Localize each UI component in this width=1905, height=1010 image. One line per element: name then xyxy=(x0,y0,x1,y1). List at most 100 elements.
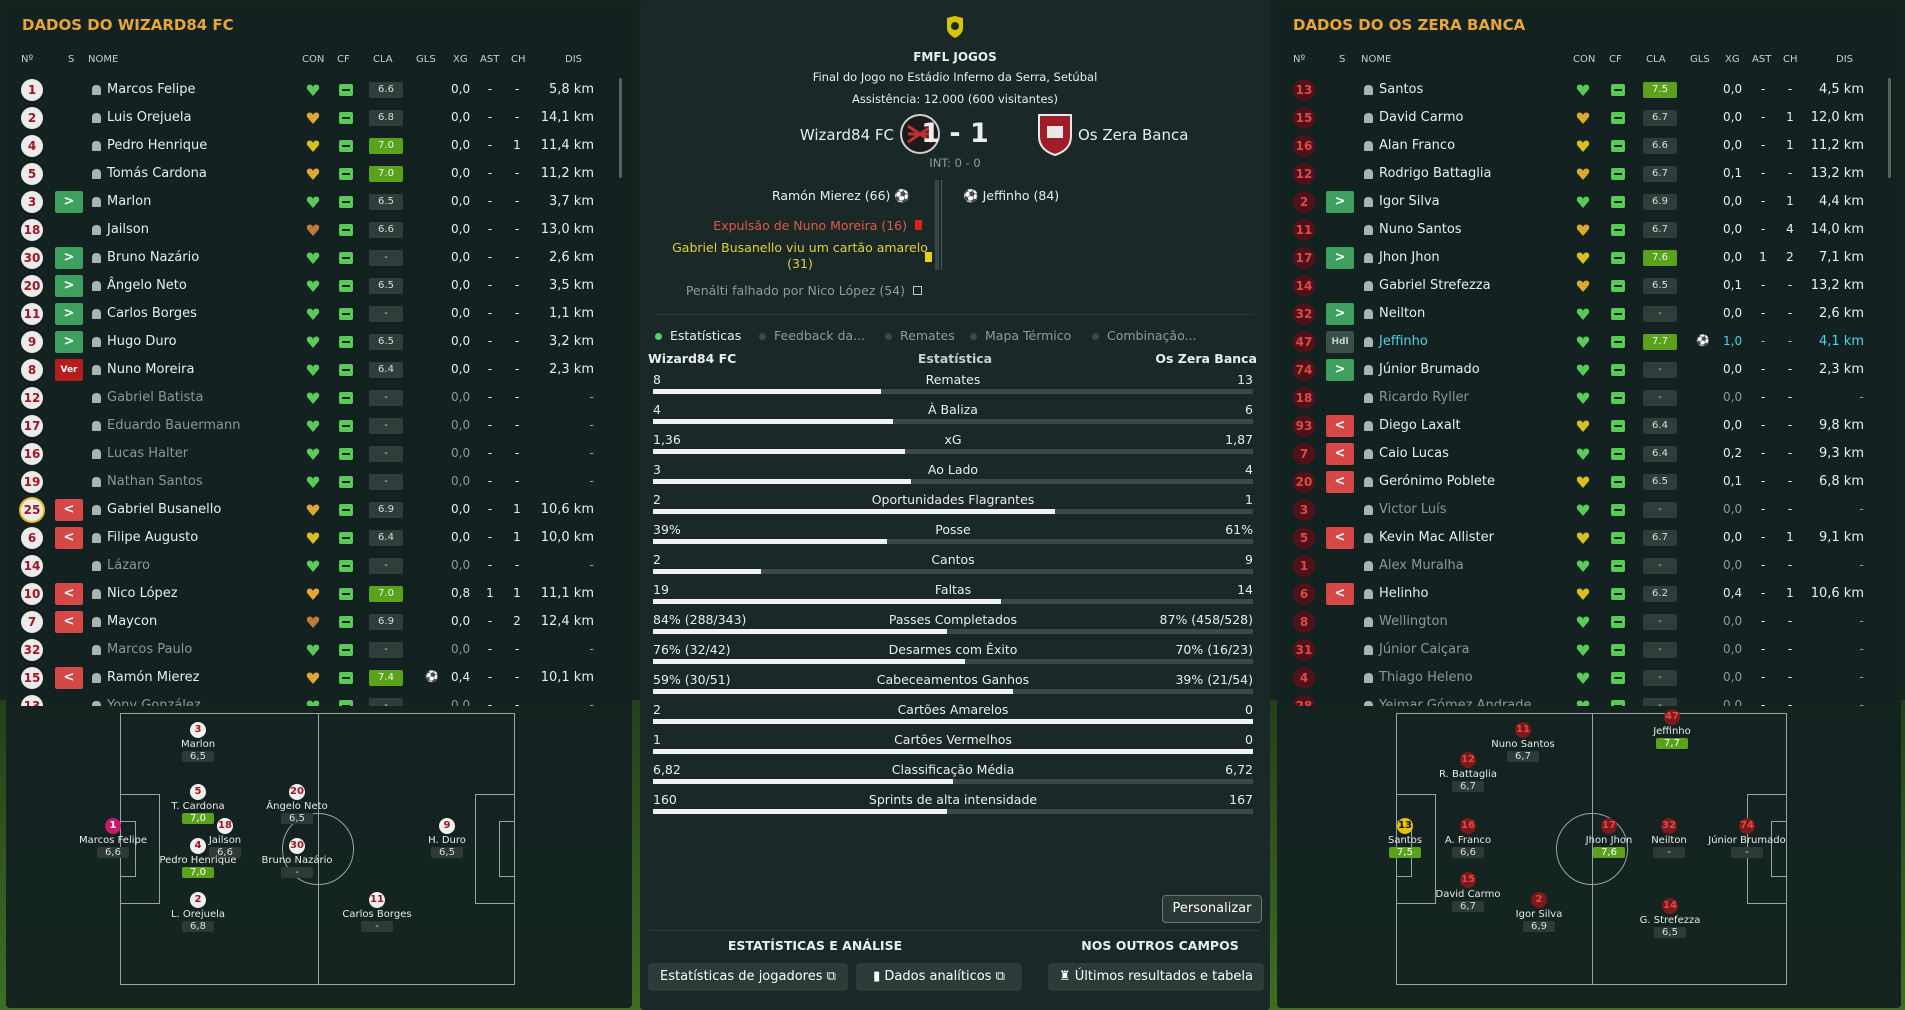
col-cla[interactable]: CLA xyxy=(373,54,393,65)
sub-out-icon[interactable]: < xyxy=(1326,415,1354,437)
sub-in-icon[interactable]: > xyxy=(55,275,83,297)
player-row[interactable]: 5 Tomás Cardona 7.0 0,0 - - 11,2 km xyxy=(6,160,632,188)
formation-player[interactable]: 12 R. Battaglia 6,7 xyxy=(1426,752,1510,792)
player-name[interactable]: Nico López xyxy=(107,586,178,601)
formation-player[interactable]: 4 Pedro Henrique 7,0 xyxy=(156,838,240,878)
player-name[interactable]: Diego Laxalt xyxy=(1379,418,1461,433)
player-name[interactable]: Ramón Mierez xyxy=(107,670,200,685)
player-row[interactable]: 18 Jailson 6.6 0,0 - - 13,0 km xyxy=(6,216,632,244)
player-row[interactable]: 5 < Kevin Mac Allister 6.7 0,0 - 1 9,1 km xyxy=(1277,524,1901,552)
player-row[interactable]: 17 > Jhon Jhon 7.6 0,0 1 2 7,1 km xyxy=(1277,244,1901,272)
player-row[interactable]: 3 > Marlon 6.5 0,0 - - 3,7 km xyxy=(6,188,632,216)
formation-player[interactable]: 15 David Carmo 6,7 xyxy=(1426,872,1510,912)
player-row[interactable]: 8 Ver Nuno Moreira 6.4 0,0 - - 2,3 km xyxy=(6,356,632,384)
formation-player[interactable]: 30 Bruno Nazário - xyxy=(255,838,339,878)
player-name[interactable]: Igor Silva xyxy=(1379,194,1440,209)
player-name[interactable]: Neilton xyxy=(1379,306,1426,321)
player-row[interactable]: 7 < Maycon 6.9 0,0 - 2 12,4 km xyxy=(6,608,632,636)
player-row[interactable]: 1 Marcos Felipe 6.6 0,0 - - 5,8 km xyxy=(6,76,632,104)
player-row[interactable]: 12 Gabriel Batista - 0,0 - - - xyxy=(6,384,632,412)
col-num[interactable]: Nº xyxy=(21,54,34,65)
tab-shots[interactable]: Remates xyxy=(885,328,955,343)
player-row[interactable]: 15 < Ramón Mierez 7.4 ⚽ 0,4 - - 10,1 km xyxy=(6,664,632,692)
player-name[interactable]: David Carmo xyxy=(1379,110,1464,125)
player-name[interactable]: Kevin Mac Allister xyxy=(1379,530,1494,545)
player-row[interactable]: 28 Yeimar Gómez Andrade - 0,0 - - - xyxy=(1277,692,1901,706)
player-name[interactable]: Marlon xyxy=(107,194,152,209)
player-name[interactable]: Bruno Nazário xyxy=(107,250,200,265)
home-list-scrollbar[interactable] xyxy=(619,78,622,178)
col-con[interactable]: CON xyxy=(1573,54,1596,65)
player-name[interactable]: Victor Luís xyxy=(1379,502,1447,517)
player-name[interactable]: Lucas Halter xyxy=(107,446,189,461)
player-row[interactable]: 20 < Gerónimo Poblete 6.5 0,1 - - 6,8 km xyxy=(1277,468,1901,496)
player-row[interactable]: 31 Júnior Caiçara - 0,0 - - - xyxy=(1277,636,1901,664)
col-ast[interactable]: AST xyxy=(480,54,500,65)
player-row[interactable]: 19 Nathan Santos - 0,0 - - - xyxy=(6,468,632,496)
player-name[interactable]: Ângelo Neto xyxy=(107,278,187,293)
player-row[interactable]: 74 > Júnior Brumado - 0,0 - - 2,3 km xyxy=(1277,356,1901,384)
formation-player[interactable]: 32 Neilton - xyxy=(1627,818,1711,858)
sub-out-icon[interactable]: < xyxy=(1326,471,1354,493)
sub-out-icon[interactable]: < xyxy=(55,667,83,689)
formation-player[interactable]: 11 Nuno Santos 6,7 xyxy=(1481,722,1565,762)
sub-in-icon[interactable]: > xyxy=(55,191,83,213)
formation-player[interactable]: 18 Jailson 6,6 xyxy=(183,818,267,858)
player-row[interactable]: 7 < Caio Lucas 6.4 0,2 - - 9,3 km xyxy=(1277,440,1901,468)
tab-heatmap[interactable]: Mapa Térmico xyxy=(970,328,1071,343)
col-cf[interactable]: CF xyxy=(337,54,350,65)
player-row[interactable]: 4 Pedro Henrique 7.0 0,0 - 1 11,4 km xyxy=(6,132,632,160)
formation-player[interactable]: 9 H. Duro 6,5 xyxy=(405,818,489,858)
col-ast[interactable]: AST xyxy=(1752,54,1772,65)
player-name[interactable]: Gabriel Strefezza xyxy=(1379,278,1491,293)
player-name[interactable]: Pedro Henrique xyxy=(107,138,208,153)
formation-player[interactable]: 2 Igor Silva 6,9 xyxy=(1497,892,1581,932)
home-team-name[interactable]: Wizard84 FC xyxy=(799,126,894,144)
player-row[interactable]: 16 Lucas Halter - 0,0 - - - xyxy=(6,440,632,468)
latest-results-button[interactable]: ♜ Últimos resultados e tabela xyxy=(1048,963,1264,991)
player-row[interactable]: 18 Ricardo Ryller - 0,0 - - - xyxy=(1277,384,1901,412)
analytics-button[interactable]: ▮ Dados analíticos ⧉ xyxy=(856,963,1022,991)
col-cf[interactable]: CF xyxy=(1609,54,1622,65)
player-row[interactable]: 12 Rodrigo Battaglia 6.7 0,1 - - 13,2 km xyxy=(1277,160,1901,188)
player-name[interactable]: Marcos Felipe xyxy=(107,82,196,97)
player-row[interactable]: 9 > Hugo Duro 6.5 0,0 - - 3,2 km xyxy=(6,328,632,356)
player-name[interactable]: Hugo Duro xyxy=(107,334,177,349)
col-gls[interactable]: GLS xyxy=(416,54,436,65)
red-card-badge[interactable]: Ver xyxy=(55,359,83,381)
away-team-name[interactable]: Os Zera Banca xyxy=(1078,126,1189,144)
sub-out-icon[interactable]: < xyxy=(1326,527,1354,549)
player-row[interactable]: 4 Thiago Heleno - 0,0 - - - xyxy=(1277,664,1901,692)
tab-statistics[interactable]: Estatísticas xyxy=(655,328,741,343)
formation-player[interactable]: 47 Jeffinho 7,7 xyxy=(1630,709,1714,749)
player-name[interactable]: Eduardo Bauermann xyxy=(107,418,241,433)
player-name[interactable]: Marcos Paulo xyxy=(107,642,193,657)
player-row[interactable]: 32 > Neilton - 0,0 - - 2,6 km xyxy=(1277,300,1901,328)
player-row[interactable]: 14 Lázaro - 0,0 - - - xyxy=(6,552,632,580)
player-name[interactable]: Yeimar Gómez Andrade xyxy=(1379,698,1532,706)
player-name[interactable]: Helinho xyxy=(1379,586,1429,601)
sub-in-icon[interactable]: > xyxy=(55,247,83,269)
player-name[interactable]: Jailson xyxy=(107,222,149,237)
player-row[interactable]: 25 < Gabriel Busanello 6.9 0,0 - 1 10,6 km xyxy=(6,496,632,524)
player-name[interactable]: Thiago Heleno xyxy=(1379,670,1473,685)
sub-out-icon[interactable]: < xyxy=(1326,583,1354,605)
personalize-button[interactable]: Personalizar xyxy=(1162,895,1262,923)
formation-player[interactable]: 74 Júnior Brumado - xyxy=(1705,818,1789,858)
formation-player[interactable]: 5 T. Cardona 7,0 xyxy=(156,784,240,824)
player-row[interactable]: 3 Victor Luís - 0,0 - - - xyxy=(1277,496,1901,524)
player-row[interactable]: 6 < Filipe Augusto 6.4 0,0 - 1 10,0 km xyxy=(6,524,632,552)
player-row[interactable]: 47 Hdl Jeffinho 7.7 ⚽ 1,0 - - 4,1 km xyxy=(1277,328,1901,356)
player-name[interactable]: Ricardo Ryller xyxy=(1379,390,1469,405)
player-row[interactable]: 8 Wellington - 0,0 - - - xyxy=(1277,608,1901,636)
player-name[interactable]: Alan Franco xyxy=(1379,138,1456,153)
player-row[interactable]: 2 Luis Orejuela 6.8 0,0 - - 14,1 km xyxy=(6,104,632,132)
player-row[interactable]: 1 Alex Muralha - 0,0 - - - xyxy=(1277,552,1901,580)
player-row[interactable]: 11 Nuno Santos 6.7 0,0 - 4 14,0 km xyxy=(1277,216,1901,244)
player-name[interactable]: Júnior Brumado xyxy=(1379,362,1480,377)
player-row[interactable]: 30 > Bruno Nazário - 0,0 - - 2,6 km xyxy=(6,244,632,272)
col-ch[interactable]: CH xyxy=(1783,54,1798,65)
sub-in-icon[interactable]: > xyxy=(1326,247,1354,269)
player-row[interactable]: 15 David Carmo 6.7 0,0 - 1 12,0 km xyxy=(1277,104,1901,132)
tab-feedback[interactable]: Feedback da... xyxy=(759,328,865,343)
